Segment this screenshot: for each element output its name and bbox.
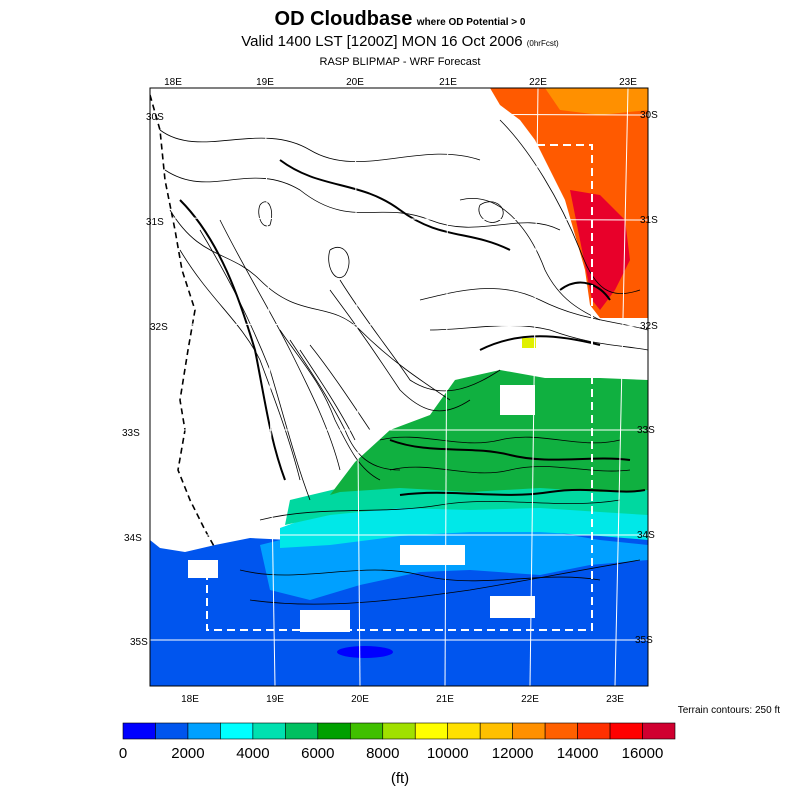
lon-label-top: 23E [619, 77, 637, 88]
cloudbase-field-green [330, 370, 648, 495]
terrain-note: Terrain contours: 250 ft [677, 705, 780, 716]
colorbar-tick-label: 16000 [621, 745, 664, 762]
lat-label-right: 35S [635, 635, 653, 646]
lon-label-bottom: 18E [181, 694, 199, 705]
terrain-contours [159, 119, 648, 605]
field-gap [188, 560, 218, 578]
cloudbase-field-patch [337, 646, 393, 658]
inner-domain-box [206, 144, 593, 631]
field-gap [400, 545, 465, 565]
lon-label-top: 20E [346, 77, 364, 88]
lon-label-top: 21E [439, 77, 457, 88]
colorbar-units: (ft) [390, 770, 410, 787]
forecast-hour: (0hrFcst) [526, 39, 559, 48]
title-text: OD Cloudbase [274, 8, 413, 30]
colorbar-tick-label: 14000 [556, 745, 599, 762]
colorbar-swatch [609, 722, 643, 740]
cloudbase-field-orange [545, 88, 648, 115]
lat-label-right: 31S [640, 215, 658, 226]
field-gap [500, 385, 535, 415]
field-gap [300, 610, 350, 632]
field-gap [490, 596, 535, 618]
colorbar-tick-label: 0 [118, 745, 128, 762]
colorbar [122, 722, 676, 740]
valid-time: Valid 1400 LST [1200Z] MON 16 Oct 2006 (… [0, 33, 800, 50]
lon-label-bottom: 21E [436, 694, 454, 705]
lat-label-left: 31S [146, 217, 164, 228]
colorbar-swatch [187, 722, 221, 740]
lat-label-left: 33S [122, 428, 140, 439]
colorbar-tick-label: 2000 [171, 745, 205, 762]
colorbar-swatch [220, 722, 254, 740]
colorbar-swatch [252, 722, 286, 740]
lat-label-right: 33S [637, 425, 655, 436]
colorbar-swatch [382, 722, 416, 740]
colorbar-swatch [285, 722, 319, 740]
colorbar-swatch [544, 722, 578, 740]
title-qualifier: where OD Potential > 0 [416, 17, 526, 28]
page-title: OD Cloudbase where OD Potential > 0 [0, 8, 800, 31]
colorbar-tick-label: 4000 [236, 745, 270, 762]
cloudbase-field-teal [285, 485, 648, 525]
cloudbase-field-yellow [522, 338, 536, 348]
lon-label-bottom: 23E [606, 694, 624, 705]
lat-label-left: 32S [150, 322, 168, 333]
colorbar-swatch [414, 722, 449, 740]
colorbar-swatch [349, 722, 384, 740]
terrain-contours-major [179, 159, 646, 496]
lon-label-top: 19E [256, 77, 274, 88]
colorbar-swatch [479, 722, 513, 740]
colorbar-swatch [317, 722, 351, 740]
subtitle: RASP BLIPMAP - WRF Forecast [319, 56, 481, 68]
colorbar-swatch [122, 722, 156, 740]
lat-label-left: 34S [124, 533, 142, 544]
lat-label-left: 30S [146, 112, 164, 123]
colorbar-swatch [155, 722, 189, 740]
lat-label-right: 32S [640, 321, 658, 332]
lon-label-bottom: 22E [521, 694, 539, 705]
valid-time-text: Valid 1400 LST [1200Z] MON 16 Oct 2006 [241, 33, 523, 50]
cloudbase-field-cyan [280, 505, 648, 548]
colorbar-tick-label: 8000 [366, 745, 400, 762]
map-border [149, 87, 649, 687]
lat-label-right: 34S [637, 530, 655, 541]
coastline [150, 94, 216, 549]
colorbar-tick-label: 6000 [301, 745, 335, 762]
colorbar-swatch [447, 722, 481, 740]
colorbar-tick-label: 10000 [426, 745, 469, 762]
lat-label-right: 30S [640, 110, 658, 121]
graticule [150, 88, 648, 686]
lon-label-top: 22E [529, 77, 547, 88]
colorbar-swatch [642, 722, 676, 740]
colorbar-swatch [577, 722, 611, 740]
colorbar-tick-label: 12000 [491, 745, 534, 762]
colorbar-swatch [512, 722, 546, 740]
lon-label-top: 18E [164, 77, 182, 88]
lon-label-bottom: 20E [351, 694, 369, 705]
lat-label-left: 35S [130, 637, 148, 648]
lon-label-bottom: 19E [266, 694, 284, 705]
